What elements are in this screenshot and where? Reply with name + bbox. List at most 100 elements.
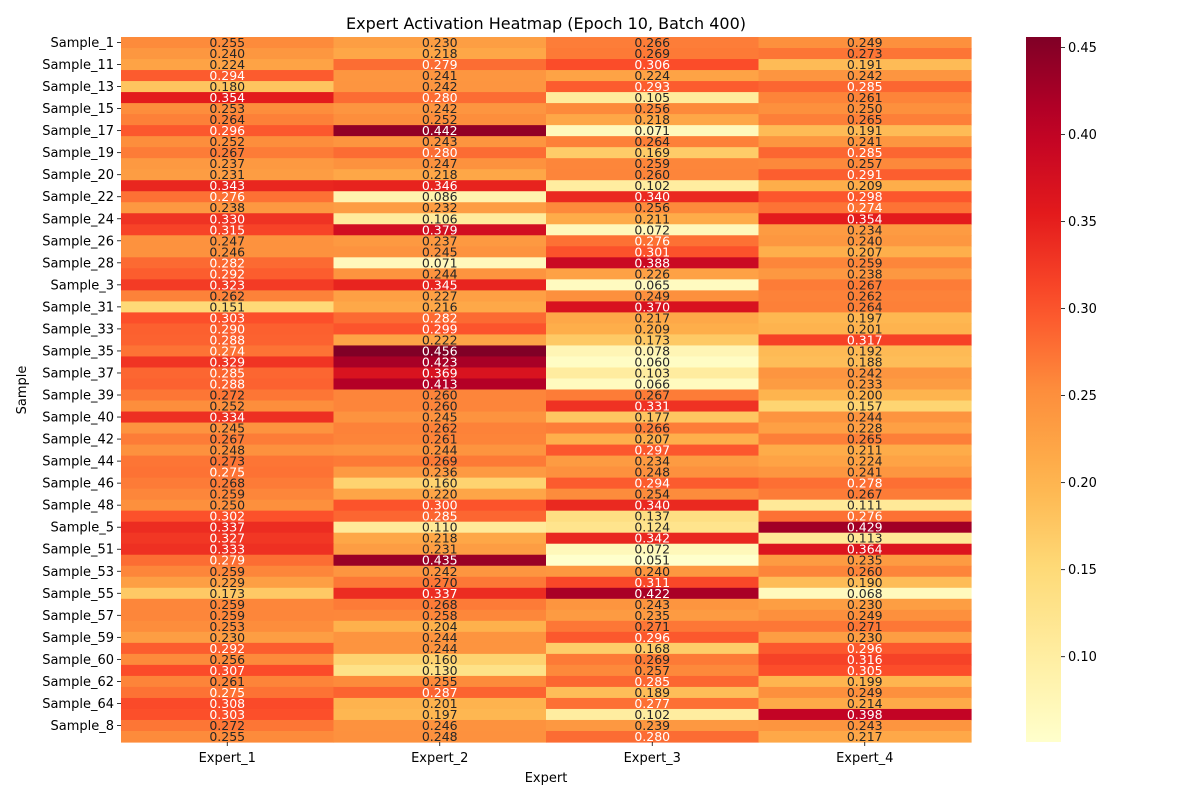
heatmap-cell xyxy=(546,81,760,93)
cell-annotation: 0.290 xyxy=(209,321,245,336)
heatmap-cell xyxy=(758,510,972,523)
heatmap-cell xyxy=(333,444,547,457)
cell-annotation: 0.191 xyxy=(847,123,883,138)
heatmap-cell xyxy=(121,202,335,214)
heatmap-cell xyxy=(546,697,760,710)
cell-annotation: 0.238 xyxy=(209,200,245,215)
heatmap-cell xyxy=(121,114,335,126)
heatmap-cell xyxy=(546,191,760,203)
colorbar-tick-label: 0.15 xyxy=(1068,563,1097,578)
x-tick-labels: Expert_1 Expert_2 Expert_3 Expert_4 xyxy=(199,742,893,766)
heatmap-cell xyxy=(121,378,335,391)
cell-annotation: 0.278 xyxy=(847,476,883,491)
cell-annotation: 0.102 xyxy=(634,707,670,722)
heatmap-cell xyxy=(758,169,972,181)
cell-annotation: 0.231 xyxy=(209,167,245,182)
cell-annotation: 0.300 xyxy=(422,498,458,513)
heatmap-cell xyxy=(121,411,335,424)
heatmap-cell xyxy=(121,213,335,225)
cell-annotation: 0.274 xyxy=(847,200,883,215)
heatmap-cell xyxy=(546,400,760,413)
y-tick-label: Sample_20 xyxy=(42,168,114,183)
cell-annotation: 0.201 xyxy=(422,696,458,711)
y-tick-label: Sample_40 xyxy=(42,411,114,426)
heatmap-cell xyxy=(333,367,547,380)
cell-annotation: 0.230 xyxy=(422,35,458,50)
cell-annotation: 0.275 xyxy=(209,465,245,480)
cell-annotation: 0.078 xyxy=(634,343,670,358)
heatmap-cell xyxy=(333,81,547,93)
cell-annotation: 0.280 xyxy=(422,145,458,160)
cell-annotation: 0.285 xyxy=(209,365,245,380)
y-tick-label: Sample_46 xyxy=(42,477,114,492)
heatmap-cell xyxy=(121,499,335,512)
cell-annotation: 0.306 xyxy=(634,57,670,72)
cell-annotation: 0.160 xyxy=(422,476,458,491)
heatmap-cell xyxy=(121,730,335,743)
cell-annotation: 0.252 xyxy=(209,134,245,149)
heatmap-cell xyxy=(758,59,972,71)
cell-annotation: 0.282 xyxy=(422,310,458,325)
cell-annotation: 0.242 xyxy=(422,101,458,116)
heatmap-cell xyxy=(333,235,547,247)
heatmap-cell xyxy=(758,279,972,291)
heatmap-cell xyxy=(121,543,335,556)
y-tick-label: Sample_37 xyxy=(42,366,114,381)
cell-annotation: 0.113 xyxy=(847,531,883,546)
x-axis-label: Expert xyxy=(525,771,568,786)
cell-annotation: 0.237 xyxy=(422,233,458,248)
cell-annotation: 0.252 xyxy=(422,112,458,127)
y-tick-label: Sample_17 xyxy=(42,124,114,139)
heatmap-cell xyxy=(758,147,972,159)
cell-annotation: 0.197 xyxy=(847,310,883,325)
heatmap-cell xyxy=(758,301,972,313)
cell-annotation: 0.217 xyxy=(847,729,883,744)
cell-annotation: 0.311 xyxy=(634,575,670,590)
heatmap-cell xyxy=(121,81,335,93)
heatmap-cell xyxy=(758,389,972,402)
cell-annotation: 0.261 xyxy=(422,432,458,447)
heatmap-cell xyxy=(546,92,760,104)
heatmap-cell xyxy=(758,356,972,369)
cell-annotation: 0.200 xyxy=(847,388,883,403)
cell-annotation: 0.233 xyxy=(847,376,883,391)
cell-annotation: 0.253 xyxy=(209,619,245,634)
y-tick-label: Sample_35 xyxy=(42,344,114,359)
cell-annotation: 0.217 xyxy=(634,310,670,325)
heatmap-cell xyxy=(546,224,760,236)
heatmap-cell xyxy=(121,345,335,358)
cell-annotation: 0.272 xyxy=(209,388,245,403)
cell-annotation: 0.249 xyxy=(847,608,883,623)
cell-annotation: 0.214 xyxy=(847,696,883,711)
heatmap-cell xyxy=(121,301,335,313)
heatmap-cell xyxy=(546,565,760,578)
cell-annotation: 0.157 xyxy=(847,399,883,414)
heatmap-cell xyxy=(121,631,335,644)
cell-annotation: 0.293 xyxy=(634,79,670,94)
y-tick-label: Sample_57 xyxy=(42,609,114,624)
cell-annotation: 0.218 xyxy=(422,167,458,182)
cell-annotation: 0.274 xyxy=(209,343,245,358)
y-tick-label: Sample_28 xyxy=(42,256,114,271)
cell-annotation: 0.267 xyxy=(847,277,883,292)
heatmap-cell xyxy=(333,521,547,534)
cell-annotation: 0.329 xyxy=(209,354,245,369)
heatmap-cell xyxy=(758,499,972,512)
cell-annotation: 0.240 xyxy=(209,46,245,61)
cell-annotation: 0.180 xyxy=(209,79,245,94)
heatmap-cell xyxy=(758,37,972,49)
cell-annotation: 0.201 xyxy=(847,321,883,336)
heatmap-cell xyxy=(546,48,760,60)
cell-annotation: 0.241 xyxy=(422,68,458,83)
heatmap-cell xyxy=(121,224,335,236)
heatmap-cell xyxy=(758,400,972,413)
cell-annotation: 0.261 xyxy=(209,674,245,689)
cell-annotations: 0.255 0.230 0.266 0.249 0.240 0.218 0.269 0.273… xyxy=(209,35,882,744)
cell-annotation: 0.307 xyxy=(209,663,245,678)
heatmap-cell xyxy=(333,312,547,325)
heatmap-cell xyxy=(546,510,760,523)
heatmap-cell xyxy=(758,257,972,269)
heatmap-cell xyxy=(546,59,760,71)
heatmap-cell xyxy=(546,620,760,633)
cell-annotation: 0.354 xyxy=(209,90,245,105)
